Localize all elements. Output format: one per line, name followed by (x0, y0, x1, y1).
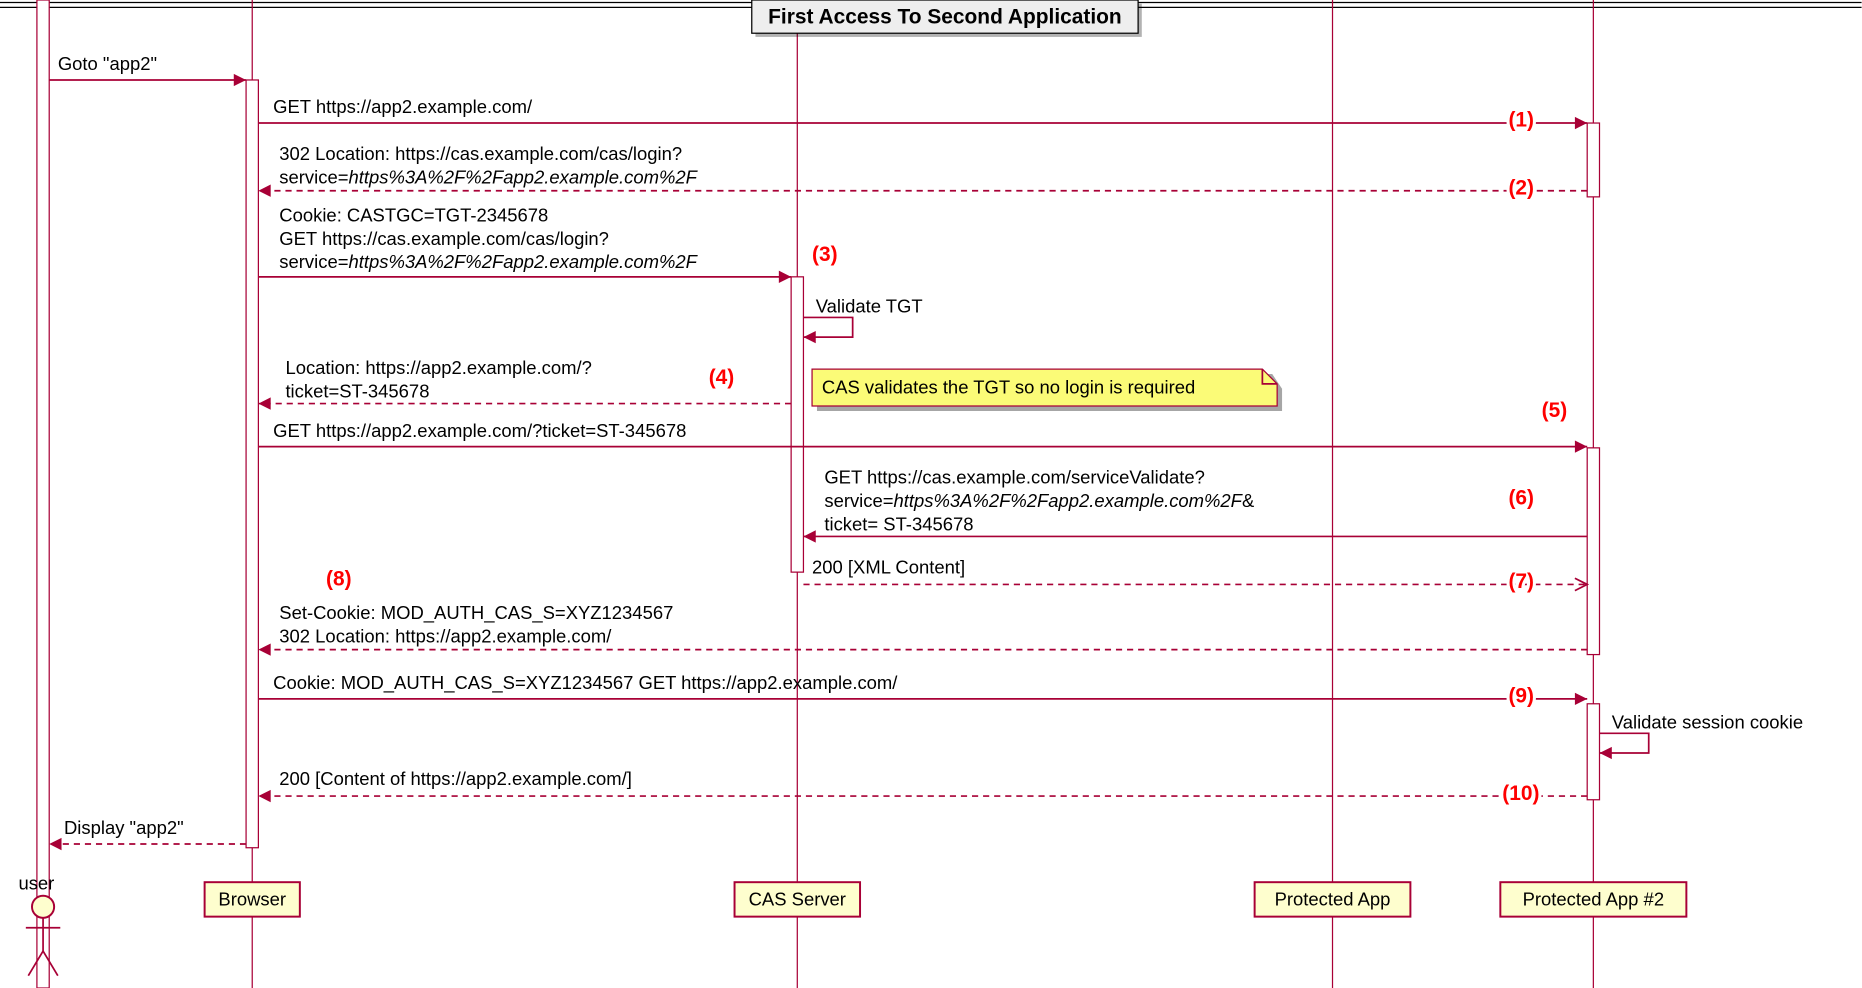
activation-cas (791, 277, 803, 572)
message-text: Location: https://app2.example.com/? (285, 357, 591, 378)
message-text: 302 Location: https://app2.example.com/ (279, 625, 612, 646)
participant-label-app: Protected App (1275, 889, 1391, 910)
participant-label-user: user (18, 873, 54, 894)
participant-label-browser: Browser (218, 889, 286, 910)
message-text: service=https%3A%2F%2Fapp2.example.com%2… (279, 166, 698, 187)
message-text: GET https://cas.example.com/cas/login? (279, 228, 609, 249)
message-text: service=https%3A%2F%2Fapp2.example.com%2… (279, 251, 698, 272)
step-label: (6) (1508, 486, 1534, 509)
self-call-label: Validate TGT (816, 296, 923, 317)
step-label: (1) (1508, 109, 1534, 132)
actor-icon (32, 896, 54, 918)
message-text: Display "app2" (64, 817, 184, 838)
activation-app2 (1587, 123, 1599, 197)
message-text: ticket= ST-345678 (824, 513, 973, 534)
activation-app2 (1587, 704, 1599, 800)
message-text: 302 Location: https://cas.example.com/ca… (279, 143, 682, 164)
activation-app2 (1587, 448, 1599, 655)
step-label: (7) (1508, 570, 1534, 593)
step-label: (9) (1508, 685, 1534, 708)
message-text: GET https://app2.example.com/?ticket=ST-… (273, 420, 686, 441)
message-text: ticket=ST-345678 (285, 380, 429, 401)
note-text: CAS validates the TGT so no login is req… (822, 377, 1195, 398)
step-label: (10) (1502, 782, 1539, 805)
message-text: 200 [XML Content] (812, 556, 965, 577)
step-label: (3) (812, 243, 838, 266)
message-text: Cookie: CASTGC=TGT-2345678 (279, 204, 548, 225)
activation-user (37, 0, 49, 988)
step-label: (5) (1542, 399, 1568, 422)
message-text: GET https://app2.example.com/ (273, 96, 533, 117)
step-label: (8) (326, 568, 352, 591)
message-text: service=https%3A%2F%2Fapp2.example.com%2… (824, 490, 1255, 511)
self-call-label: Validate session cookie (1612, 711, 1803, 732)
activation-browser (246, 80, 258, 848)
message-text: Goto "app2" (58, 53, 157, 74)
diagram-title: First Access To Second Application (768, 5, 1122, 28)
message-text: 200 [Content of https://app2.example.com… (279, 768, 632, 789)
participant-label-app2: Protected App #2 (1523, 889, 1664, 910)
message-text: Cookie: MOD_AUTH_CAS_S=XYZ1234567 GET ht… (273, 672, 898, 694)
step-label: (2) (1508, 176, 1534, 199)
participant-label-cas: CAS Server (749, 889, 846, 910)
message-text: Set-Cookie: MOD_AUTH_CAS_S=XYZ1234567 (279, 602, 673, 624)
message-text: GET https://cas.example.com/serviceValid… (824, 467, 1205, 488)
step-label: (4) (709, 366, 735, 389)
